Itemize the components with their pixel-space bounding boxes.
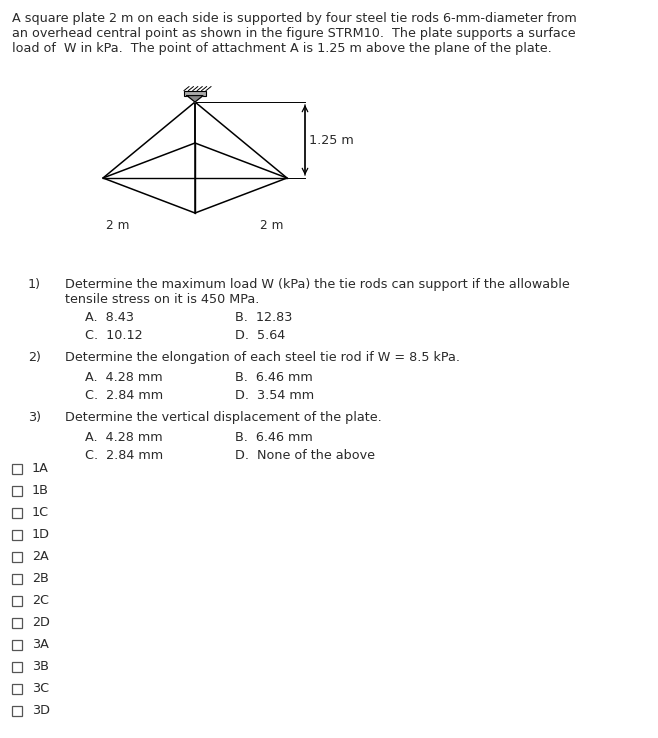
Text: 3B: 3B bbox=[32, 660, 49, 672]
Text: 2D: 2D bbox=[32, 615, 50, 629]
Text: 1): 1) bbox=[28, 278, 41, 291]
Bar bbox=[12, 574, 22, 584]
Text: 1B: 1B bbox=[32, 483, 49, 497]
Text: 2C: 2C bbox=[32, 593, 49, 607]
Text: Determine the maximum load W (kPa) the tie rods can support if the allowable: Determine the maximum load W (kPa) the t… bbox=[65, 278, 570, 291]
Text: 3D: 3D bbox=[32, 703, 50, 717]
Bar bbox=[12, 486, 22, 496]
Text: D.  3.54 mm: D. 3.54 mm bbox=[235, 389, 314, 402]
Text: D.  None of the above: D. None of the above bbox=[235, 449, 375, 462]
Bar bbox=[12, 640, 22, 650]
Text: 1.25 m: 1.25 m bbox=[309, 134, 354, 147]
Text: 2 m: 2 m bbox=[107, 219, 130, 232]
Text: load of  W in kPa.  The point of attachment A is 1.25 m above the plane of the p: load of W in kPa. The point of attachmen… bbox=[12, 42, 552, 55]
Text: A square plate 2 m on each side is supported by four steel tie rods 6-mm-diamete: A square plate 2 m on each side is suppo… bbox=[12, 12, 577, 25]
Text: C.  10.12: C. 10.12 bbox=[85, 329, 143, 342]
Text: 2B: 2B bbox=[32, 571, 49, 584]
Bar bbox=[12, 684, 22, 694]
Text: B.  6.46 mm: B. 6.46 mm bbox=[235, 371, 313, 384]
Text: 2 m: 2 m bbox=[261, 219, 284, 232]
Text: an overhead central point as shown in the figure STRM10.  The plate supports a s: an overhead central point as shown in th… bbox=[12, 27, 576, 40]
Text: A.  8.43: A. 8.43 bbox=[85, 311, 134, 324]
Text: 1C: 1C bbox=[32, 506, 49, 519]
Text: 3): 3) bbox=[28, 411, 41, 424]
Bar bbox=[12, 618, 22, 628]
Text: B.  6.46 mm: B. 6.46 mm bbox=[235, 431, 313, 444]
Text: 2A: 2A bbox=[32, 550, 49, 562]
Text: C.  2.84 mm: C. 2.84 mm bbox=[85, 449, 163, 462]
Text: A.  4.28 mm: A. 4.28 mm bbox=[85, 371, 163, 384]
Bar bbox=[12, 530, 22, 540]
Bar bbox=[12, 662, 22, 672]
Text: 2): 2) bbox=[28, 351, 41, 364]
Text: Determine the elongation of each steel tie rod if W = 8.5 kPa.: Determine the elongation of each steel t… bbox=[65, 351, 460, 364]
Text: tensile stress on it is 450 MPa.: tensile stress on it is 450 MPa. bbox=[65, 293, 259, 306]
Text: 3A: 3A bbox=[32, 638, 49, 650]
Text: 1A: 1A bbox=[32, 461, 49, 475]
Bar bbox=[12, 552, 22, 562]
Text: 3C: 3C bbox=[32, 681, 49, 694]
Text: D.  5.64: D. 5.64 bbox=[235, 329, 286, 342]
Text: A.  4.28 mm: A. 4.28 mm bbox=[85, 431, 163, 444]
Text: C.  2.84 mm: C. 2.84 mm bbox=[85, 389, 163, 402]
Text: 1D: 1D bbox=[32, 528, 50, 540]
Polygon shape bbox=[187, 96, 203, 102]
Bar bbox=[12, 464, 22, 474]
Bar bbox=[12, 706, 22, 716]
Text: B.  12.83: B. 12.83 bbox=[235, 311, 292, 324]
Bar bbox=[12, 596, 22, 606]
Bar bbox=[12, 508, 22, 518]
Bar bbox=[184, 91, 206, 96]
Text: Determine the vertical displacement of the plate.: Determine the vertical displacement of t… bbox=[65, 411, 382, 424]
